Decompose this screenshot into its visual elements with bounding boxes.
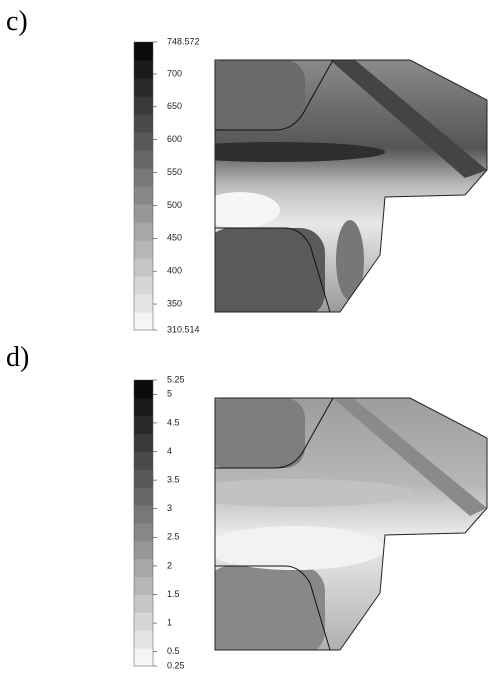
colorbar-band [134, 168, 153, 187]
colorbar-band [134, 380, 153, 398]
colorbar-band [134, 541, 153, 559]
tick-label: 3 [167, 503, 172, 513]
colorbar-band [134, 132, 153, 151]
colorbar-band [134, 416, 153, 434]
tick-label: 5.25 [167, 374, 185, 384]
tick-label: 500 [167, 200, 182, 210]
colorbar-band [134, 78, 153, 97]
colorbar-band [134, 258, 153, 277]
tick-label: 0.25 [167, 660, 185, 670]
colorbar-band [134, 469, 153, 487]
colorbar-band [134, 150, 153, 169]
colorbar-band [134, 523, 153, 541]
tick-label: 1.5 [167, 589, 180, 599]
colorbar-band [134, 577, 153, 595]
colorbar-band [134, 452, 153, 470]
panel-label: c) [6, 6, 28, 37]
tick-label: 5 [167, 389, 172, 399]
colorbar-band [134, 595, 153, 613]
colorbar-band [134, 559, 153, 577]
tick-label: 600 [167, 134, 182, 144]
tick-label: 748.572 [167, 36, 200, 46]
tick-label: 4.5 [167, 417, 180, 427]
colorbar-band [134, 186, 153, 205]
colorbar-band [134, 240, 153, 259]
colorbar-band [134, 114, 153, 133]
tick-label: 310.514 [167, 324, 200, 334]
colorbar-band [134, 294, 153, 313]
tick-label: 1 [167, 617, 172, 627]
tick-label: 3.5 [167, 474, 180, 484]
colorbar-band [134, 648, 153, 666]
contour-plot [175, 398, 490, 656]
colorbar-band [134, 612, 153, 630]
figure: c) d) 748.572 700 650 600 550 500 450 400 350 [0, 0, 491, 675]
tick-label: 400 [167, 266, 182, 276]
colorbar-band [134, 487, 153, 505]
colorbar-band [134, 312, 153, 331]
colorbar-band [134, 60, 153, 79]
tick-label: 650 [167, 101, 182, 111]
tick-label: 4 [167, 446, 172, 456]
colorbar-band [134, 434, 153, 452]
colorbar-band [134, 505, 153, 523]
tick-label: 2.5 [167, 532, 180, 542]
colorbar-band [134, 276, 153, 295]
colorbar-band [134, 204, 153, 223]
tick-label: 2 [167, 560, 172, 570]
colorbar-band [134, 42, 153, 61]
colorbar-band [134, 96, 153, 115]
tick-label: 700 [167, 68, 182, 78]
tick-label: 350 [167, 298, 182, 308]
tick-label: 0.5 [167, 646, 180, 656]
contour-plot [165, 60, 490, 318]
colorbar-band [134, 398, 153, 416]
tick-label: 450 [167, 233, 182, 243]
colorbar-band [134, 630, 153, 648]
tick-label: 550 [167, 167, 182, 177]
panel-label: d) [6, 342, 29, 373]
colorbar-band [134, 222, 153, 241]
